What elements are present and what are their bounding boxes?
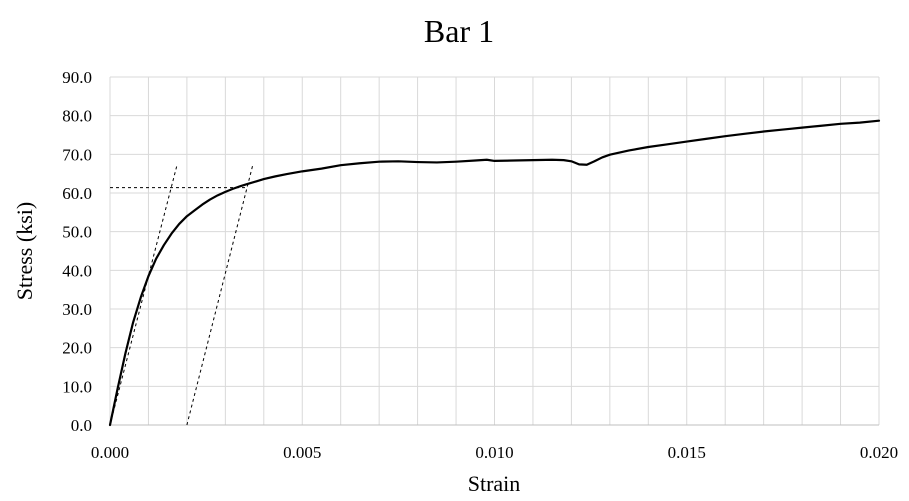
x-tick-labels: 0.000 0.005 0.010 0.015 0.020 — [91, 443, 898, 462]
grid-lines — [109, 76, 880, 426]
y-tick-label: 30.0 — [62, 300, 92, 319]
chart-title: Bar 1 — [424, 13, 494, 49]
y-tick-label: 0.0 — [71, 416, 92, 435]
y-tick-label: 90.0 — [62, 68, 92, 87]
reference-lines — [109, 163, 254, 426]
stress-strain-curve — [108, 119, 881, 427]
y-tick-label: 10.0 — [62, 377, 92, 396]
y-tick-label: 70.0 — [62, 145, 92, 164]
reference-line-1 — [109, 163, 178, 426]
x-tick-label: 0.000 — [91, 443, 129, 462]
y-tick-labels: 0.0 10.0 20.0 30.0 40.0 50.0 60.0 70.0 80.0 90.0 — [62, 68, 92, 435]
y-axis-label: Stress (ksi) — [12, 202, 37, 300]
x-tick-label: 0.020 — [860, 443, 898, 462]
x-tick-label: 0.010 — [475, 443, 513, 462]
y-tick-label: 40.0 — [62, 261, 92, 280]
x-tick-label: 0.015 — [668, 443, 706, 462]
y-tick-label: 50.0 — [62, 223, 92, 242]
x-axis-label: Strain — [468, 471, 521, 496]
x-tick-label: 0.005 — [283, 443, 321, 462]
y-tick-label: 60.0 — [62, 184, 92, 203]
y-tick-label: 80.0 — [62, 107, 92, 126]
reference-line-2 — [186, 163, 254, 426]
series-group — [108, 119, 881, 427]
y-tick-label: 20.0 — [62, 339, 92, 358]
